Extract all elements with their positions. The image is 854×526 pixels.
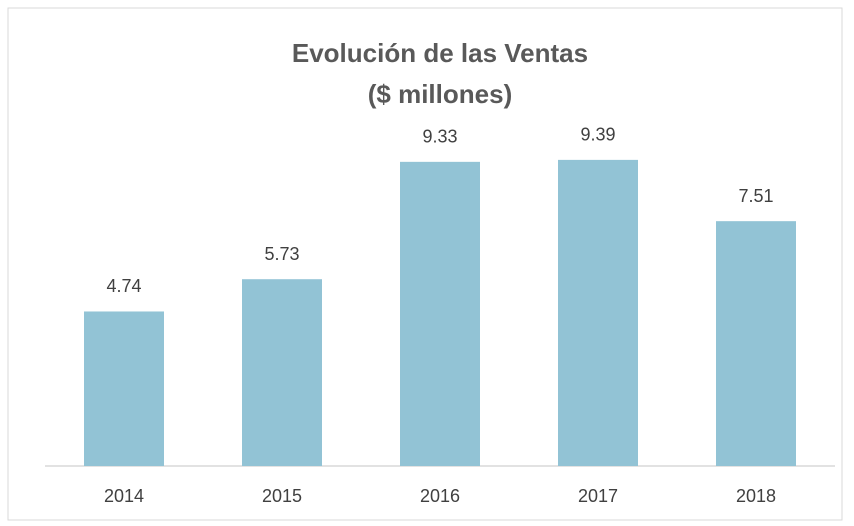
x-tick-label: 2015 xyxy=(262,486,302,506)
bar xyxy=(84,311,164,466)
x-tick-label: 2018 xyxy=(736,486,776,506)
data-label: 7.51 xyxy=(738,186,773,206)
x-tick-label: 2016 xyxy=(420,486,460,506)
bar xyxy=(400,161,480,467)
data-label: 5.73 xyxy=(264,244,299,264)
data-label: 9.33 xyxy=(422,127,457,147)
bar xyxy=(716,221,796,466)
chart-subtitle: ($ millones) xyxy=(368,79,512,109)
x-tick-label: 2014 xyxy=(104,486,144,506)
data-label: 4.74 xyxy=(106,276,141,296)
bar xyxy=(242,279,322,466)
x-tick-label: 2017 xyxy=(578,486,618,506)
bar xyxy=(558,159,638,467)
chart-title: Evolución de las Ventas xyxy=(292,38,588,68)
data-label: 9.39 xyxy=(580,125,615,145)
